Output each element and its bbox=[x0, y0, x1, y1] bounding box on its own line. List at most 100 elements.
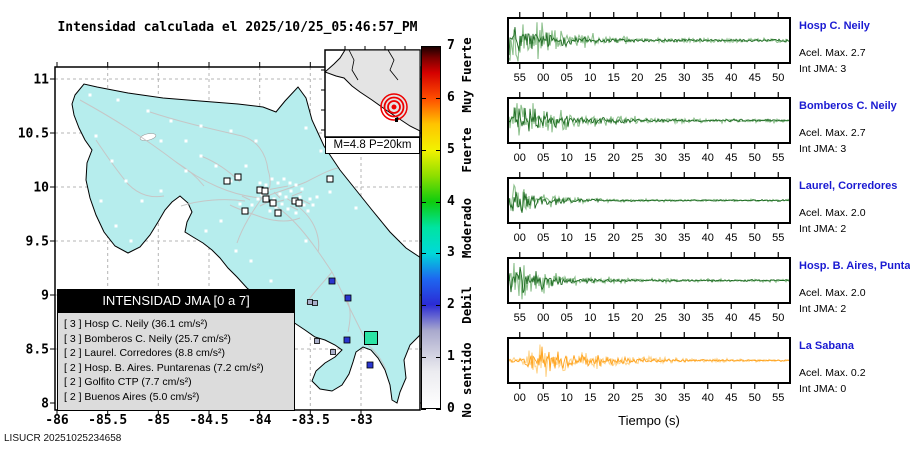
time-tick-label: 05 bbox=[537, 392, 549, 404]
time-tick-label: 55 bbox=[772, 392, 784, 404]
y-axis-tick-label: 8 bbox=[41, 397, 49, 412]
seismogram-panel: 00 05 10 15 20 25 30 35 40 45 50 55 bbox=[507, 92, 791, 164]
time-tick-label: 20 bbox=[631, 72, 643, 84]
waveform-trace-dark bbox=[509, 266, 789, 294]
station-marker bbox=[114, 224, 118, 228]
waveform-trace-dark bbox=[509, 191, 789, 213]
colorbar-tick bbox=[436, 305, 441, 307]
y-axis-tick-label: 11 bbox=[33, 73, 49, 88]
time-axis-label: Tiempo (s) bbox=[618, 413, 680, 428]
station-marker bbox=[260, 193, 264, 197]
colorbar-tick bbox=[421, 305, 426, 307]
station-marker bbox=[256, 197, 260, 201]
colorbar-tick bbox=[436, 201, 441, 203]
int-jma-label: Int JMA: 3 bbox=[799, 143, 847, 155]
colorbar-tick bbox=[421, 46, 426, 47]
station-marker bbox=[88, 93, 92, 97]
time-tick-label: 25 bbox=[631, 232, 643, 244]
legend-body: [ 3 ] Hosp C. Neily (36.1 cm/s²) [ 3 ] Bo… bbox=[57, 313, 295, 411]
time-tick-label: 40 bbox=[702, 152, 714, 164]
station-marker-outlined bbox=[241, 207, 249, 215]
station-marker bbox=[276, 181, 280, 185]
colorbar-gradient bbox=[421, 46, 441, 409]
station-marker bbox=[306, 209, 310, 213]
intensity1-marker bbox=[330, 349, 336, 355]
time-tick-label: 10 bbox=[561, 392, 573, 404]
station-name-label: Hosp. B. Aires, Puntare bbox=[799, 260, 910, 272]
intensity1-marker bbox=[307, 299, 313, 305]
station-marker bbox=[304, 239, 308, 243]
time-tick-label: 35 bbox=[678, 232, 690, 244]
station-marker bbox=[110, 159, 114, 163]
station-marker bbox=[214, 164, 218, 168]
time-tick-label: 05 bbox=[561, 312, 573, 324]
station-marker bbox=[270, 177, 274, 181]
station-marker bbox=[258, 181, 262, 185]
time-tick-label: 35 bbox=[678, 152, 690, 164]
time-tick-label: 50 bbox=[749, 152, 761, 164]
time-tick-label: 15 bbox=[584, 152, 596, 164]
x-axis-tick-label: -83 bbox=[349, 413, 372, 428]
time-tick-label: 55 bbox=[772, 232, 784, 244]
station-marker bbox=[272, 197, 276, 201]
time-tick-label: 40 bbox=[702, 392, 714, 404]
colorbar-tick bbox=[421, 201, 426, 203]
y-axis-tick-label: 9 bbox=[41, 289, 49, 304]
station-marker bbox=[294, 183, 298, 187]
waveform-trace bbox=[509, 262, 789, 300]
inset-magnitude-label: M=4.8 P=20km bbox=[333, 139, 412, 151]
legend-title: INTENSIDAD JMA [0 a 7] bbox=[57, 289, 295, 313]
colorbar-tick bbox=[421, 97, 426, 99]
station-marker bbox=[234, 249, 238, 253]
int-jma-label: Int JMA: 0 bbox=[799, 383, 847, 395]
time-tick-label: 10 bbox=[584, 72, 596, 84]
station-marker bbox=[288, 181, 292, 185]
station-marker bbox=[269, 279, 273, 283]
seismogram-panel: 00 05 10 15 20 25 30 35 40 45 50 55 bbox=[507, 172, 791, 244]
waveform-trace bbox=[509, 103, 789, 136]
seismogram-panel: 00 05 10 15 20 25 30 35 40 45 50 55 bbox=[507, 332, 791, 404]
station-marker bbox=[315, 195, 319, 199]
station-marker bbox=[116, 98, 120, 102]
time-tick-label: 25 bbox=[631, 152, 643, 164]
time-tick-label: 55 bbox=[514, 312, 526, 324]
station-marker-outlined bbox=[262, 195, 270, 203]
station-marker bbox=[311, 203, 315, 207]
accel-max-label: Acel. Max. 2.7 bbox=[799, 47, 866, 59]
inset-ticks bbox=[321, 46, 406, 131]
colorbar-tick bbox=[436, 357, 441, 359]
waveform-trace bbox=[509, 344, 789, 377]
station-marker bbox=[294, 211, 298, 215]
station-marker bbox=[264, 183, 268, 187]
colorbar-tick-label: 6 bbox=[447, 89, 455, 105]
legend-entry: [ 2 ] Hosp. B. Aires. Puntarenas (7.2 cm… bbox=[64, 361, 264, 374]
time-tick-label: 10 bbox=[561, 152, 573, 164]
station-marker-outlined bbox=[326, 175, 334, 183]
station-marker bbox=[254, 139, 258, 143]
station-marker-outlined bbox=[234, 173, 242, 181]
colorbar-tick-label: 0 bbox=[447, 401, 455, 416]
station-name-label: Bomberos C. Neily bbox=[799, 100, 897, 112]
accel-max-label: Acel. Max. 2.0 bbox=[799, 287, 866, 299]
intensity3-marker bbox=[364, 331, 378, 345]
waveform-trace bbox=[509, 183, 789, 213]
map-axis-labels: -86 -85.5 -85 -84.5 -84 -83.5 -83 11 10.5 10 9.5 9 8… bbox=[18, 73, 373, 429]
station-marker bbox=[159, 139, 163, 143]
colorbar-tick bbox=[421, 357, 426, 359]
time-tick-label: 05 bbox=[537, 232, 549, 244]
time-tick-label: 20 bbox=[608, 392, 620, 404]
inset-borders bbox=[348, 49, 399, 81]
time-tick-label: 30 bbox=[655, 392, 667, 404]
station-marker bbox=[282, 177, 286, 181]
station-marker bbox=[286, 207, 290, 211]
station-marker bbox=[184, 139, 188, 143]
station-marker bbox=[129, 239, 133, 243]
waveform-trace-dark bbox=[509, 27, 789, 56]
time-tick-label: 40 bbox=[725, 312, 737, 324]
station-marker bbox=[140, 199, 144, 203]
station-marker bbox=[170, 204, 174, 208]
station-marker bbox=[328, 190, 332, 194]
station-marker-outlined bbox=[261, 187, 269, 195]
station-marker bbox=[94, 134, 98, 138]
time-tick-label: 35 bbox=[702, 72, 714, 84]
